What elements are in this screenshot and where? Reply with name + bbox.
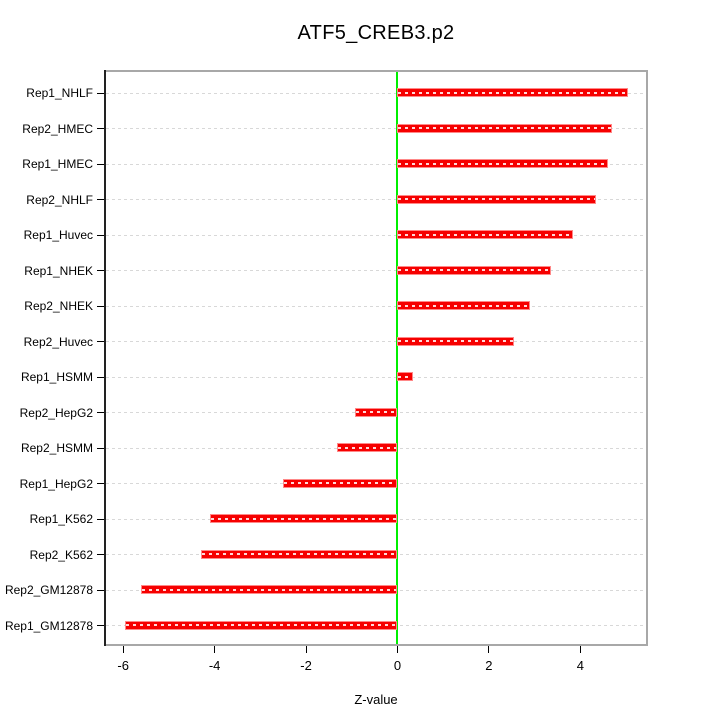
- y-tick: [97, 163, 104, 165]
- bar-Rep1_NHLF: [397, 88, 629, 97]
- plot-border: [104, 70, 648, 646]
- category-label: Rep2_HMEC: [22, 121, 93, 136]
- gridline: [106, 376, 646, 378]
- x-axis-title: Z-value: [354, 692, 398, 707]
- category-label: Rep1_HSMM: [20, 370, 93, 385]
- bar-Rep1_HepG2: [283, 478, 398, 488]
- category-label: Rep2_NHLF: [26, 192, 93, 207]
- x-tick: [305, 646, 307, 653]
- gridline: [106, 234, 646, 236]
- category-label: Rep1_GM12878: [4, 618, 93, 633]
- gridline: [106, 163, 646, 165]
- y-tick: [97, 270, 104, 272]
- x-tick: [579, 646, 581, 653]
- gridline: [106, 305, 646, 307]
- y-tick: [97, 128, 104, 130]
- y-axis-labels: Rep1_NHLF Rep2_HMEC Rep1_HMEC Rep2_NHLF Rep1…: [0, 70, 93, 646]
- gridline: [106, 128, 646, 130]
- y-tick: [97, 92, 104, 94]
- zero-line: [396, 72, 399, 644]
- gridline: [106, 199, 646, 201]
- category-label: Rep1_K562: [29, 512, 93, 527]
- bar-Rep2_Huvec: [397, 336, 515, 346]
- bar-Rep2_HSMM: [336, 443, 398, 453]
- bar-Rep1_HSMM: [397, 372, 413, 382]
- x-tick-label: 0: [393, 658, 402, 673]
- x-tick: [488, 646, 490, 653]
- y-axis-line: [104, 70, 106, 646]
- category-label: Rep2_HSMM: [20, 441, 93, 456]
- bar-Rep1_Huvec: [397, 230, 574, 240]
- bar-Rep2_K562: [200, 549, 398, 559]
- x-tick: [396, 646, 398, 653]
- category-label: Rep1_Huvec: [23, 228, 93, 243]
- y-tick: [97, 341, 104, 343]
- category-label: Rep1_NHEK: [24, 263, 93, 278]
- y-tick: [97, 305, 104, 307]
- x-tick-label: -2: [300, 658, 312, 673]
- x-tick-label: -4: [208, 658, 221, 673]
- bar-Rep1_GM12878: [125, 620, 398, 630]
- x-tick-label: 2: [485, 658, 493, 673]
- bar-Rep1_K562: [210, 514, 398, 524]
- category-label: Rep1_HepG2: [19, 476, 93, 491]
- x-tick: [214, 646, 216, 653]
- y-tick: [97, 447, 104, 449]
- bar-Rep2_GM12878: [141, 585, 398, 595]
- gridline: [106, 92, 646, 94]
- y-tick: [97, 376, 104, 378]
- bar-Rep2_NHLF: [397, 194, 597, 204]
- category-label: Rep2_NHEK: [24, 299, 93, 314]
- bar-Rep2_HepG2: [354, 407, 398, 417]
- gridline: [106, 341, 646, 343]
- y-tick: [97, 625, 104, 627]
- category-label: Rep1_HMEC: [22, 157, 93, 172]
- category-label: Rep2_GM12878: [4, 583, 93, 598]
- y-tick: [97, 518, 104, 520]
- category-label: Rep2_Huvec: [23, 334, 93, 349]
- x-tick-label: 4: [576, 658, 584, 673]
- y-tick: [97, 199, 104, 201]
- bar-Rep2_NHEK: [397, 301, 531, 311]
- bar-Rep1_NHEK: [397, 265, 551, 275]
- category-label: Rep1_NHLF: [26, 86, 93, 100]
- chart-title: ATF5_CREB3.p2: [297, 22, 455, 44]
- bar-Rep1_HMEC: [397, 159, 608, 169]
- x-tick: [122, 646, 124, 653]
- category-label: Rep2_K562: [29, 547, 93, 562]
- gridline: [106, 270, 646, 272]
- y-tick: [97, 554, 104, 556]
- category-label: Rep2_HepG2: [19, 405, 93, 420]
- plot-area: -6 -4 -2 0 2 4: [97, 70, 648, 673]
- bar-Rep2_HMEC: [397, 123, 613, 133]
- y-tick: [97, 412, 104, 414]
- y-tick: [97, 234, 104, 236]
- x-tick-label: -6: [117, 658, 129, 673]
- y-tick: [97, 589, 104, 591]
- y-tick: [97, 483, 104, 485]
